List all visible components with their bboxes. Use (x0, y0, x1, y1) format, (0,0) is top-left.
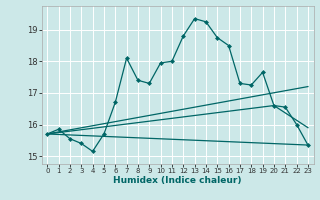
X-axis label: Humidex (Indice chaleur): Humidex (Indice chaleur) (113, 176, 242, 185)
